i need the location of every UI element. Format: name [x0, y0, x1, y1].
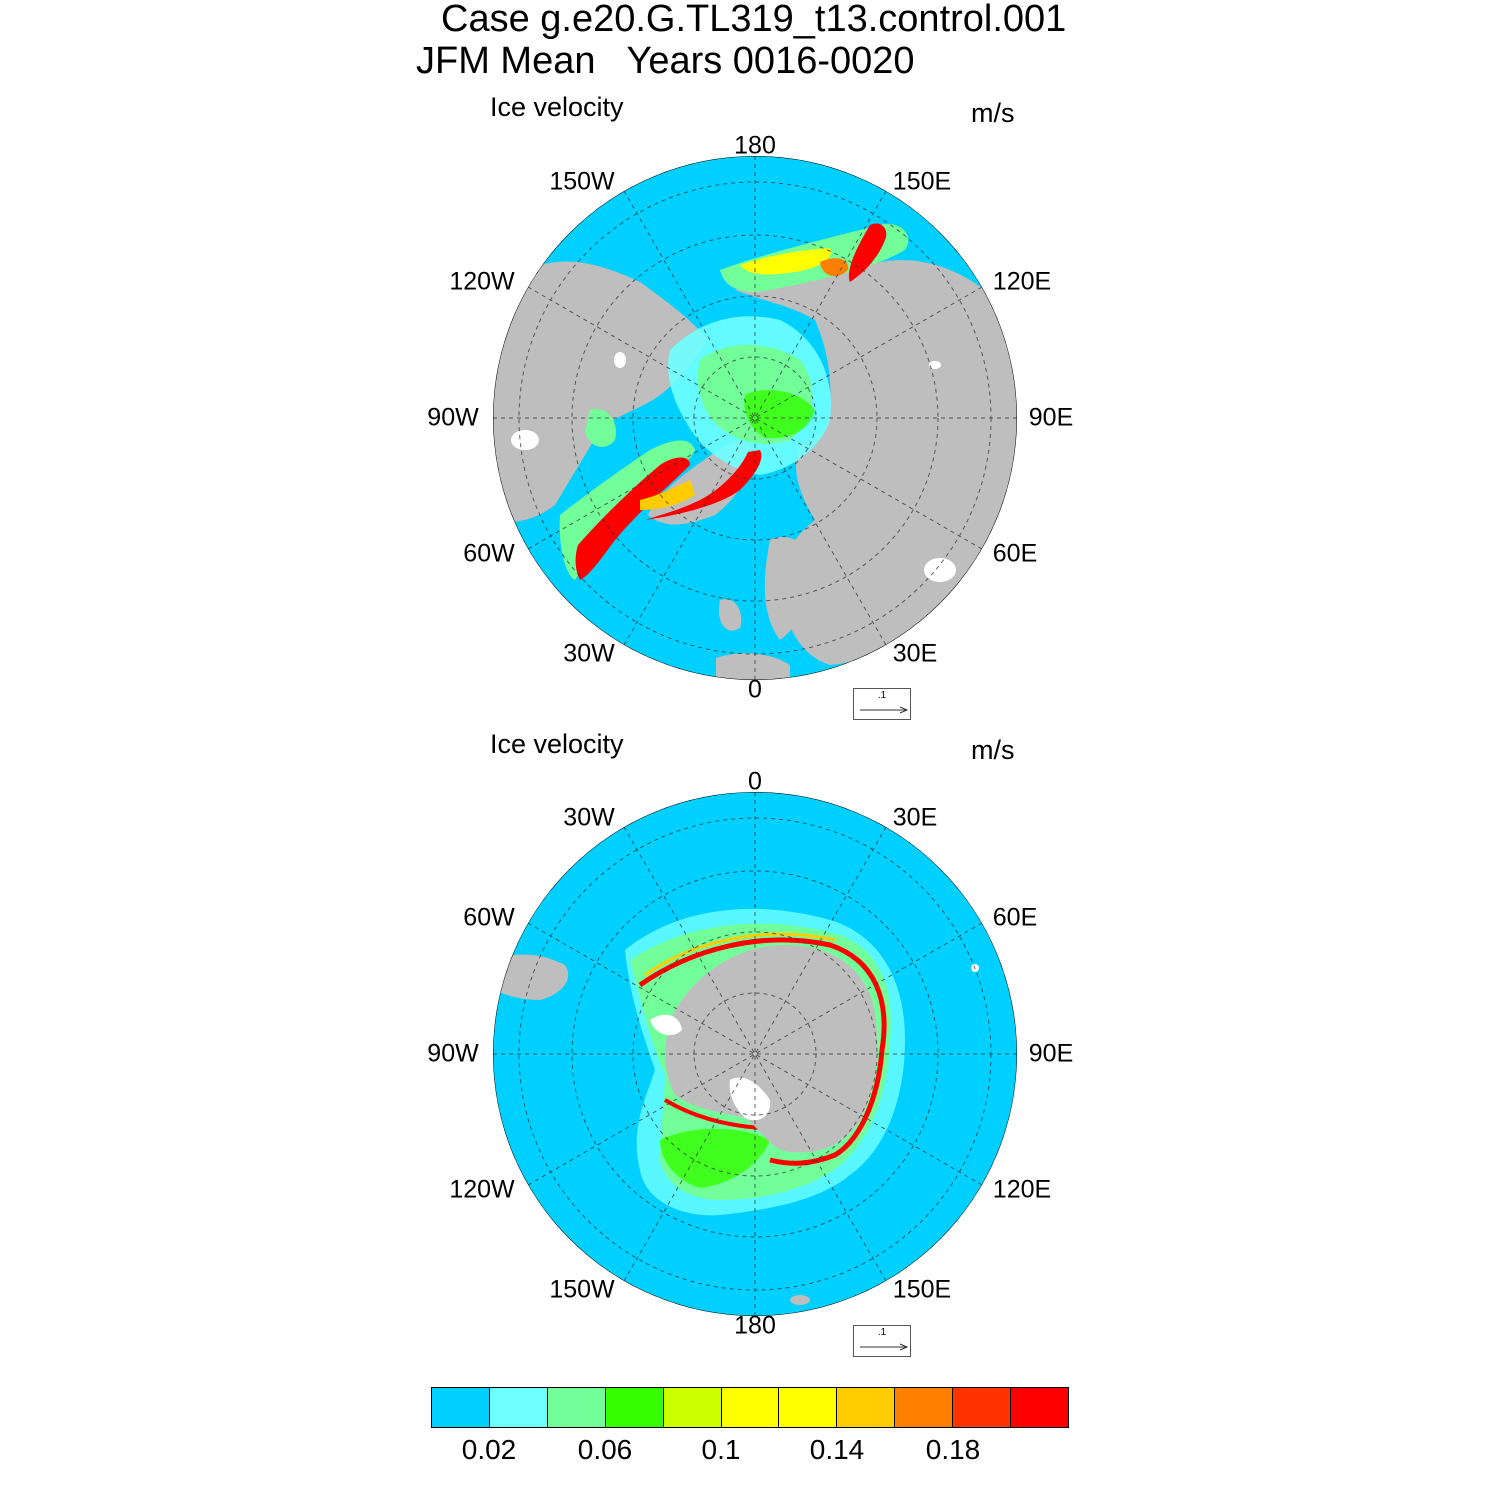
- north-lon-label: 90W: [427, 403, 479, 432]
- north-lon-label: 0: [748, 675, 762, 704]
- north-panel-units: m/s: [971, 98, 1015, 128]
- north-panel-label: Ice velocity: [490, 92, 624, 122]
- north-reference-vector-label: .1: [877, 690, 887, 701]
- north-polar-map: [493, 156, 1017, 680]
- north-lon-label: 180: [734, 131, 776, 160]
- colorbar-box: [547, 1388, 606, 1427]
- colorbar: [431, 1387, 1069, 1428]
- north-reference-vector: .1: [853, 688, 911, 720]
- south-lon-label: 150E: [892, 1275, 952, 1304]
- south-lon-label: 150W: [549, 1275, 615, 1304]
- south-lon-label: 30W: [563, 803, 615, 832]
- south-lon-label: 120E: [992, 1175, 1052, 1204]
- north-lon-label: 120W: [449, 267, 515, 296]
- colorbar-tick-label: 0.06: [577, 1434, 633, 1465]
- colorbar-box: [779, 1388, 838, 1427]
- south-polar-map: [493, 792, 1017, 1316]
- colorbar-box: [605, 1388, 664, 1427]
- south-lon-label: 90E: [1028, 1039, 1074, 1068]
- colorbar-tick-label: 0.02: [461, 1434, 517, 1465]
- arrow-icon: [860, 706, 909, 714]
- north-lon-label: 150E: [892, 167, 952, 196]
- south-reference-vector: .1: [853, 1325, 911, 1357]
- south-lon-label: 60W: [463, 903, 515, 932]
- colorbar-box: [1011, 1388, 1068, 1427]
- colorbar-tick-label: 0.14: [809, 1434, 865, 1465]
- south-lon-label: 90W: [427, 1039, 479, 1068]
- north-lon-label: 60W: [463, 539, 515, 568]
- colorbar-box: [663, 1388, 722, 1427]
- colorbar-box: [489, 1388, 548, 1427]
- land-antarctica: [665, 945, 878, 1153]
- north-lon-label: 60E: [992, 539, 1038, 568]
- north-lon-label: 30W: [563, 639, 615, 668]
- south-lon-label: 120W: [449, 1175, 515, 1204]
- colorbar-box: [953, 1388, 1012, 1427]
- south-panel-label: Ice velocity: [490, 729, 624, 759]
- south-panel-units: m/s: [971, 735, 1015, 765]
- north-lon-label: 30E: [892, 639, 938, 668]
- colorbar-box: [895, 1388, 954, 1427]
- figure-title-period: JFM Mean Years 0016-0020: [416, 40, 915, 82]
- south-lon-label: 60E: [992, 903, 1038, 932]
- figure-title-case: Case g.e20.G.TL319_t13.control.001: [441, 0, 1067, 40]
- south-reference-vector-label: .1: [877, 1327, 887, 1338]
- south-lon-label: 180: [734, 1311, 776, 1340]
- colorbar-box: [721, 1388, 780, 1427]
- colorbar-tick-label: 0.18: [925, 1434, 981, 1465]
- colorbar-tick-label: 0.1: [701, 1434, 741, 1465]
- colorbar-box: [432, 1388, 490, 1427]
- north-lon-label: 120E: [992, 267, 1052, 296]
- north-lon-label: 90E: [1028, 403, 1074, 432]
- north-lon-label: 150W: [549, 167, 615, 196]
- south-lon-label: 0: [748, 767, 762, 796]
- arrow-icon: [860, 1343, 909, 1351]
- colorbar-box: [837, 1388, 896, 1427]
- south-lon-label: 30E: [892, 803, 938, 832]
